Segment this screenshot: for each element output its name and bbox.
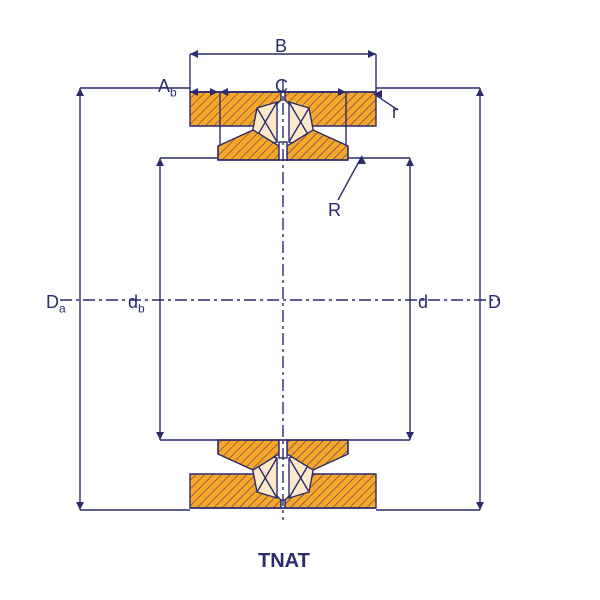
diagram-canvas: Da db d D B C Ab R r TNAT xyxy=(0,0,600,600)
label-Ab: Ab xyxy=(158,76,177,100)
label-R: R xyxy=(328,200,341,221)
label-Da: Da xyxy=(46,292,66,316)
label-db: db xyxy=(128,292,145,316)
diagram-svg xyxy=(0,0,600,600)
label-B: B xyxy=(275,36,287,57)
label-d: d xyxy=(418,292,428,313)
label-D: D xyxy=(488,292,501,313)
label-r: r xyxy=(392,102,398,123)
diagram-title: TNAT xyxy=(258,550,310,573)
label-C: C xyxy=(275,76,288,97)
